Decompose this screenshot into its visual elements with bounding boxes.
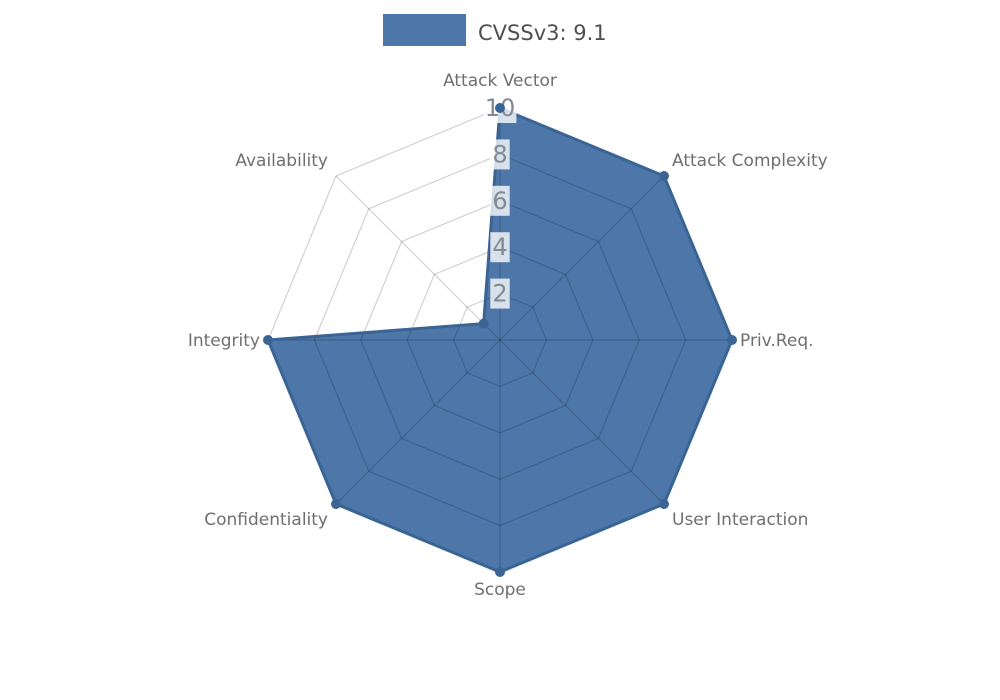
grid-ring: [452, 292, 548, 388]
radar-fill[interactable]: [268, 108, 732, 572]
tick-label: 2: [492, 280, 507, 308]
data-point[interactable]: [659, 171, 669, 181]
axis-label-user-interaction: User Interaction: [672, 510, 808, 530]
grid-ring: [360, 200, 640, 480]
tick-backdrop: [490, 278, 510, 309]
legend[interactable]: CVSSv3: 9.1: [383, 14, 607, 46]
grid-axis-line: [335, 339, 501, 505]
tick-backdrop: [490, 232, 510, 263]
tick-backdrop: [490, 185, 510, 216]
data-point[interactable]: [495, 567, 505, 577]
grid-axis-line: [335, 175, 501, 341]
tick-backdrop: [490, 139, 510, 170]
grid-ring: [313, 153, 687, 527]
grid-axis-line: [499, 339, 665, 505]
grid-axis-line: [499, 175, 665, 341]
axis-label-availability: Availability: [235, 151, 328, 171]
data-point[interactable]: [331, 499, 341, 509]
tick-label: 6: [492, 187, 507, 215]
axis-label-scope: Scope: [474, 580, 526, 600]
grid-ring: [406, 246, 594, 434]
axis-label-attack-complexity: Attack Complexity: [672, 151, 828, 171]
axis-label-integrity: Integrity: [188, 331, 260, 351]
data-point[interactable]: [659, 499, 669, 509]
tick-label: 4: [492, 233, 507, 261]
data-point[interactable]: [263, 335, 273, 345]
data-point[interactable]: [478, 318, 489, 329]
axis-label-attack-vector: Attack Vector: [443, 71, 557, 91]
tick-label: 8: [492, 140, 507, 168]
legend-swatch[interactable]: [383, 14, 466, 46]
data-point[interactable]: [495, 103, 505, 113]
data-point[interactable]: [727, 335, 737, 345]
legend-label[interactable]: CVSSv3: 9.1: [478, 21, 607, 45]
axis-label-priv-req-: Priv.Req.: [740, 331, 814, 351]
axis-label-confidentiality: Confidentiality: [204, 510, 328, 530]
